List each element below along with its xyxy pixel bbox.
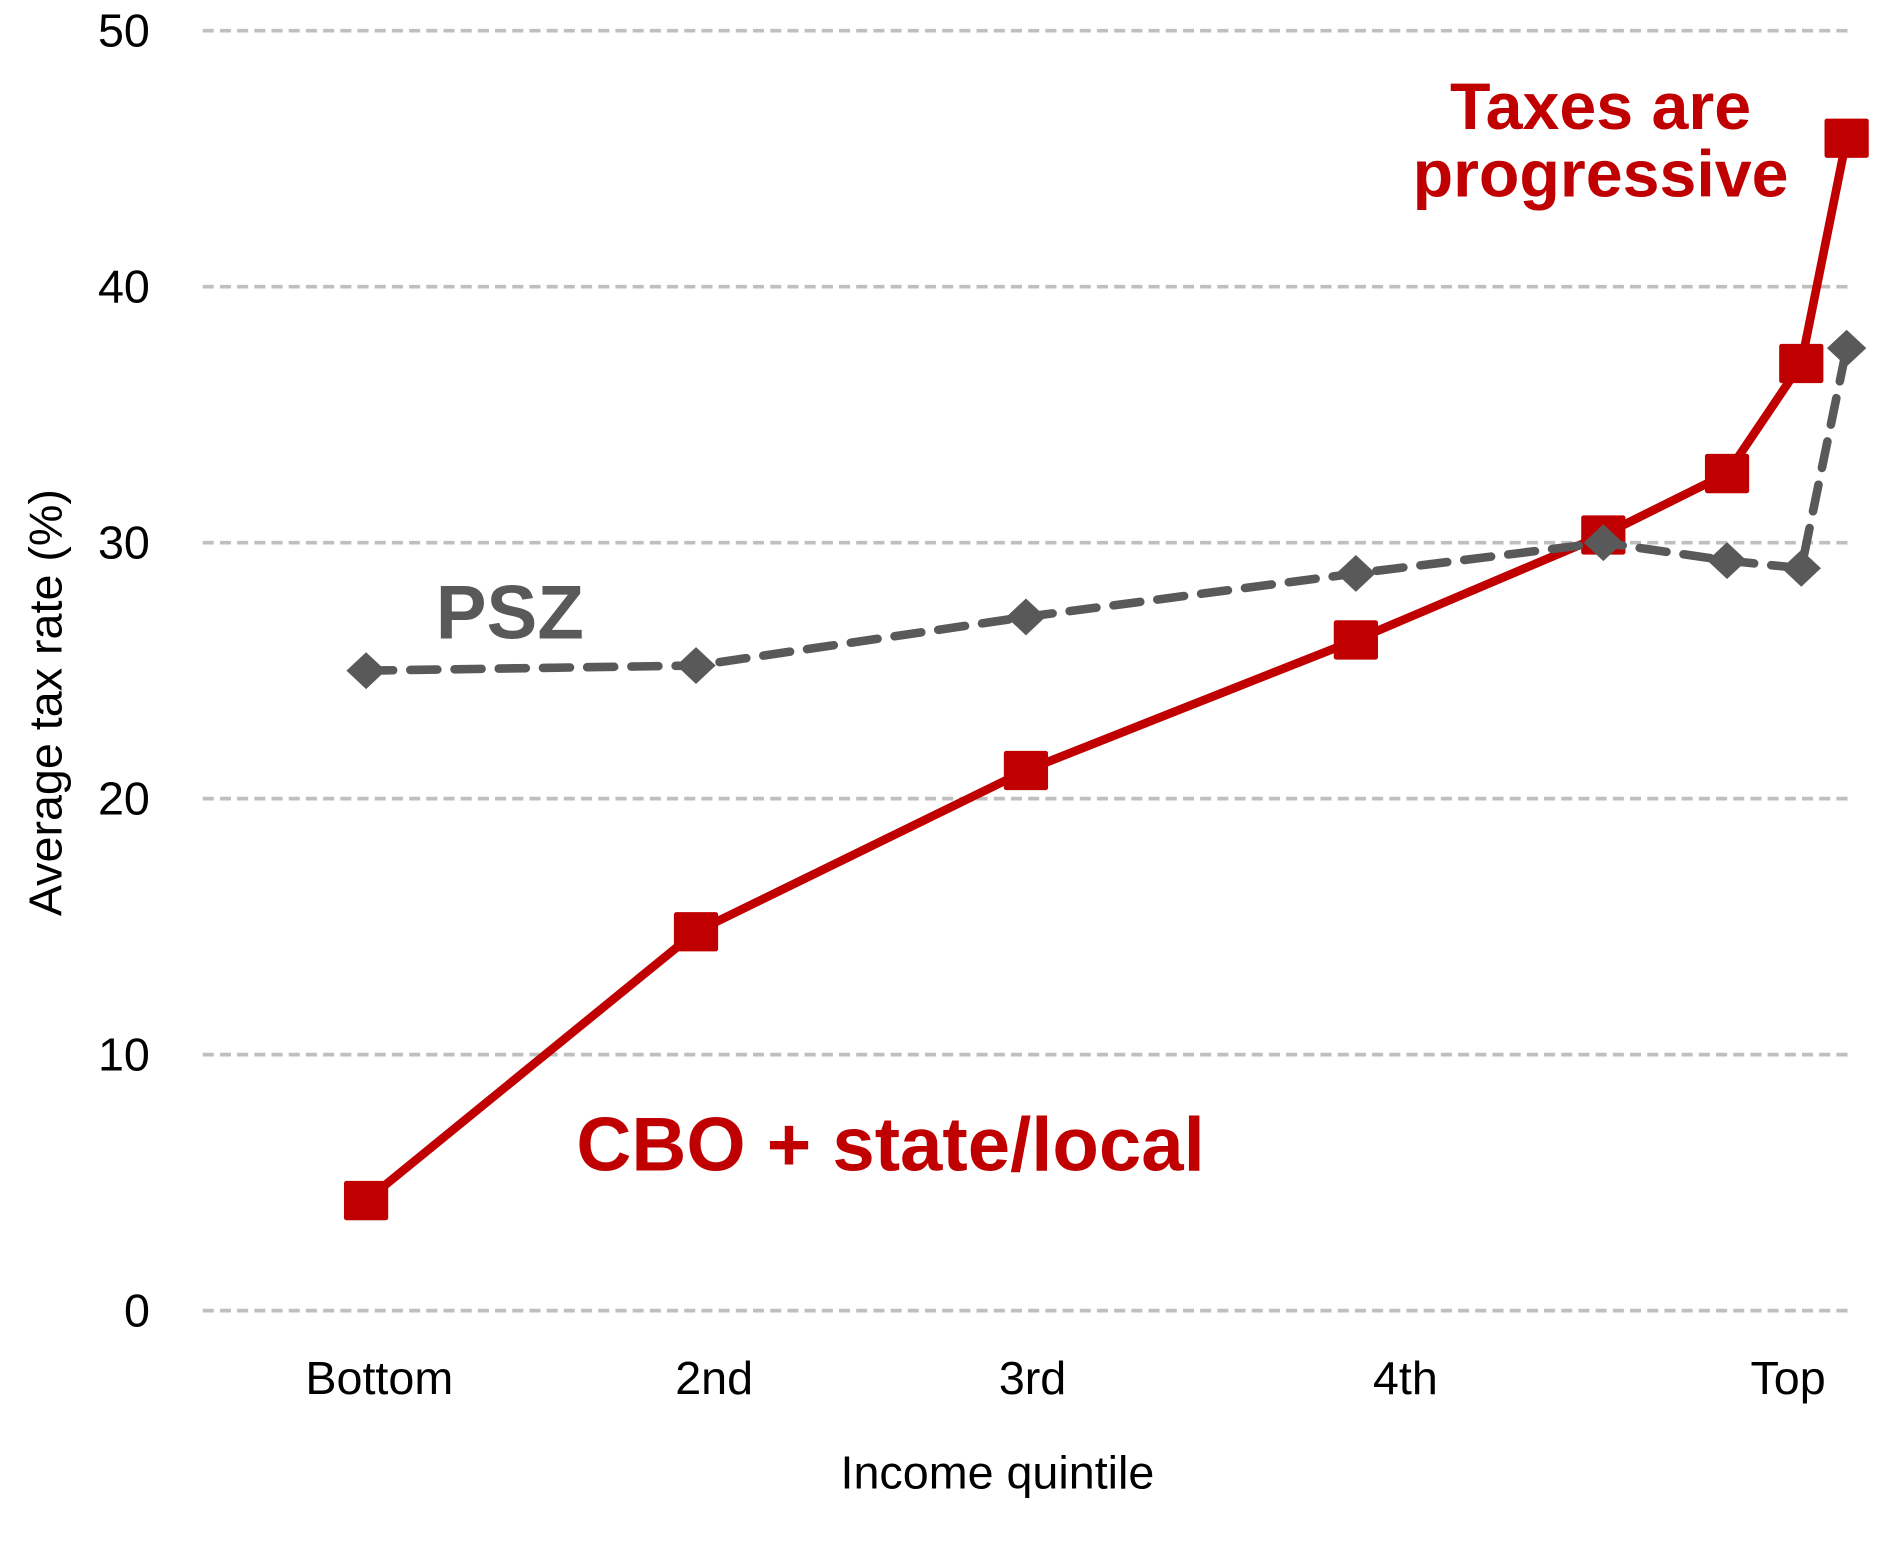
data-point-square <box>1333 620 1378 660</box>
data-point-diamond <box>1336 554 1376 592</box>
data-point-diamond <box>1781 549 1821 587</box>
y-axis-label: Average tax rate (%) <box>19 489 71 916</box>
annotation-psz: PSZ <box>436 571 584 656</box>
x-tick-labels: Bottom 2nd 3rd 4th Top <box>305 1352 1825 1404</box>
x-axis-label: Income quintile <box>841 1447 1155 1499</box>
y-tick-label: 0 <box>124 1285 150 1337</box>
y-tick-label: 20 <box>98 773 150 825</box>
annotation-cbo: CBO + state/local <box>576 1103 1204 1188</box>
y-tick-label: 50 <box>98 5 150 57</box>
x-tick-label: 2nd <box>675 1352 753 1404</box>
data-point-diamond <box>1707 542 1747 580</box>
data-point-diamond <box>346 652 386 690</box>
data-point-square <box>673 912 719 952</box>
x-tick-label: Top <box>1750 1352 1825 1404</box>
y-tick-label: 40 <box>98 261 150 313</box>
y-tick-label: 30 <box>98 517 150 569</box>
y-tick-label: 10 <box>98 1029 150 1081</box>
data-point-diamond <box>1006 598 1046 636</box>
x-tick-label: 4th <box>1373 1352 1438 1404</box>
data-point-diamond <box>1826 329 1867 367</box>
data-point-diamond <box>676 647 716 684</box>
x-tick-label: 3rd <box>999 1352 1066 1404</box>
annotation-progressive: progressive <box>1413 138 1789 212</box>
data-point-square <box>343 1180 389 1221</box>
series-cbo <box>343 118 1869 1221</box>
data-point-square <box>1824 118 1869 158</box>
y-tick-labels: 0 10 20 30 40 50 <box>98 5 150 1337</box>
x-tick-label: Bottom <box>305 1352 453 1404</box>
data-point-square <box>1704 453 1750 494</box>
data-point-diamond <box>1583 524 1623 562</box>
data-point-square <box>1003 750 1049 791</box>
series-line <box>361 343 1851 675</box>
annotation-taxes-are: Taxes are <box>1450 70 1751 144</box>
data-point-square <box>1779 343 1824 384</box>
